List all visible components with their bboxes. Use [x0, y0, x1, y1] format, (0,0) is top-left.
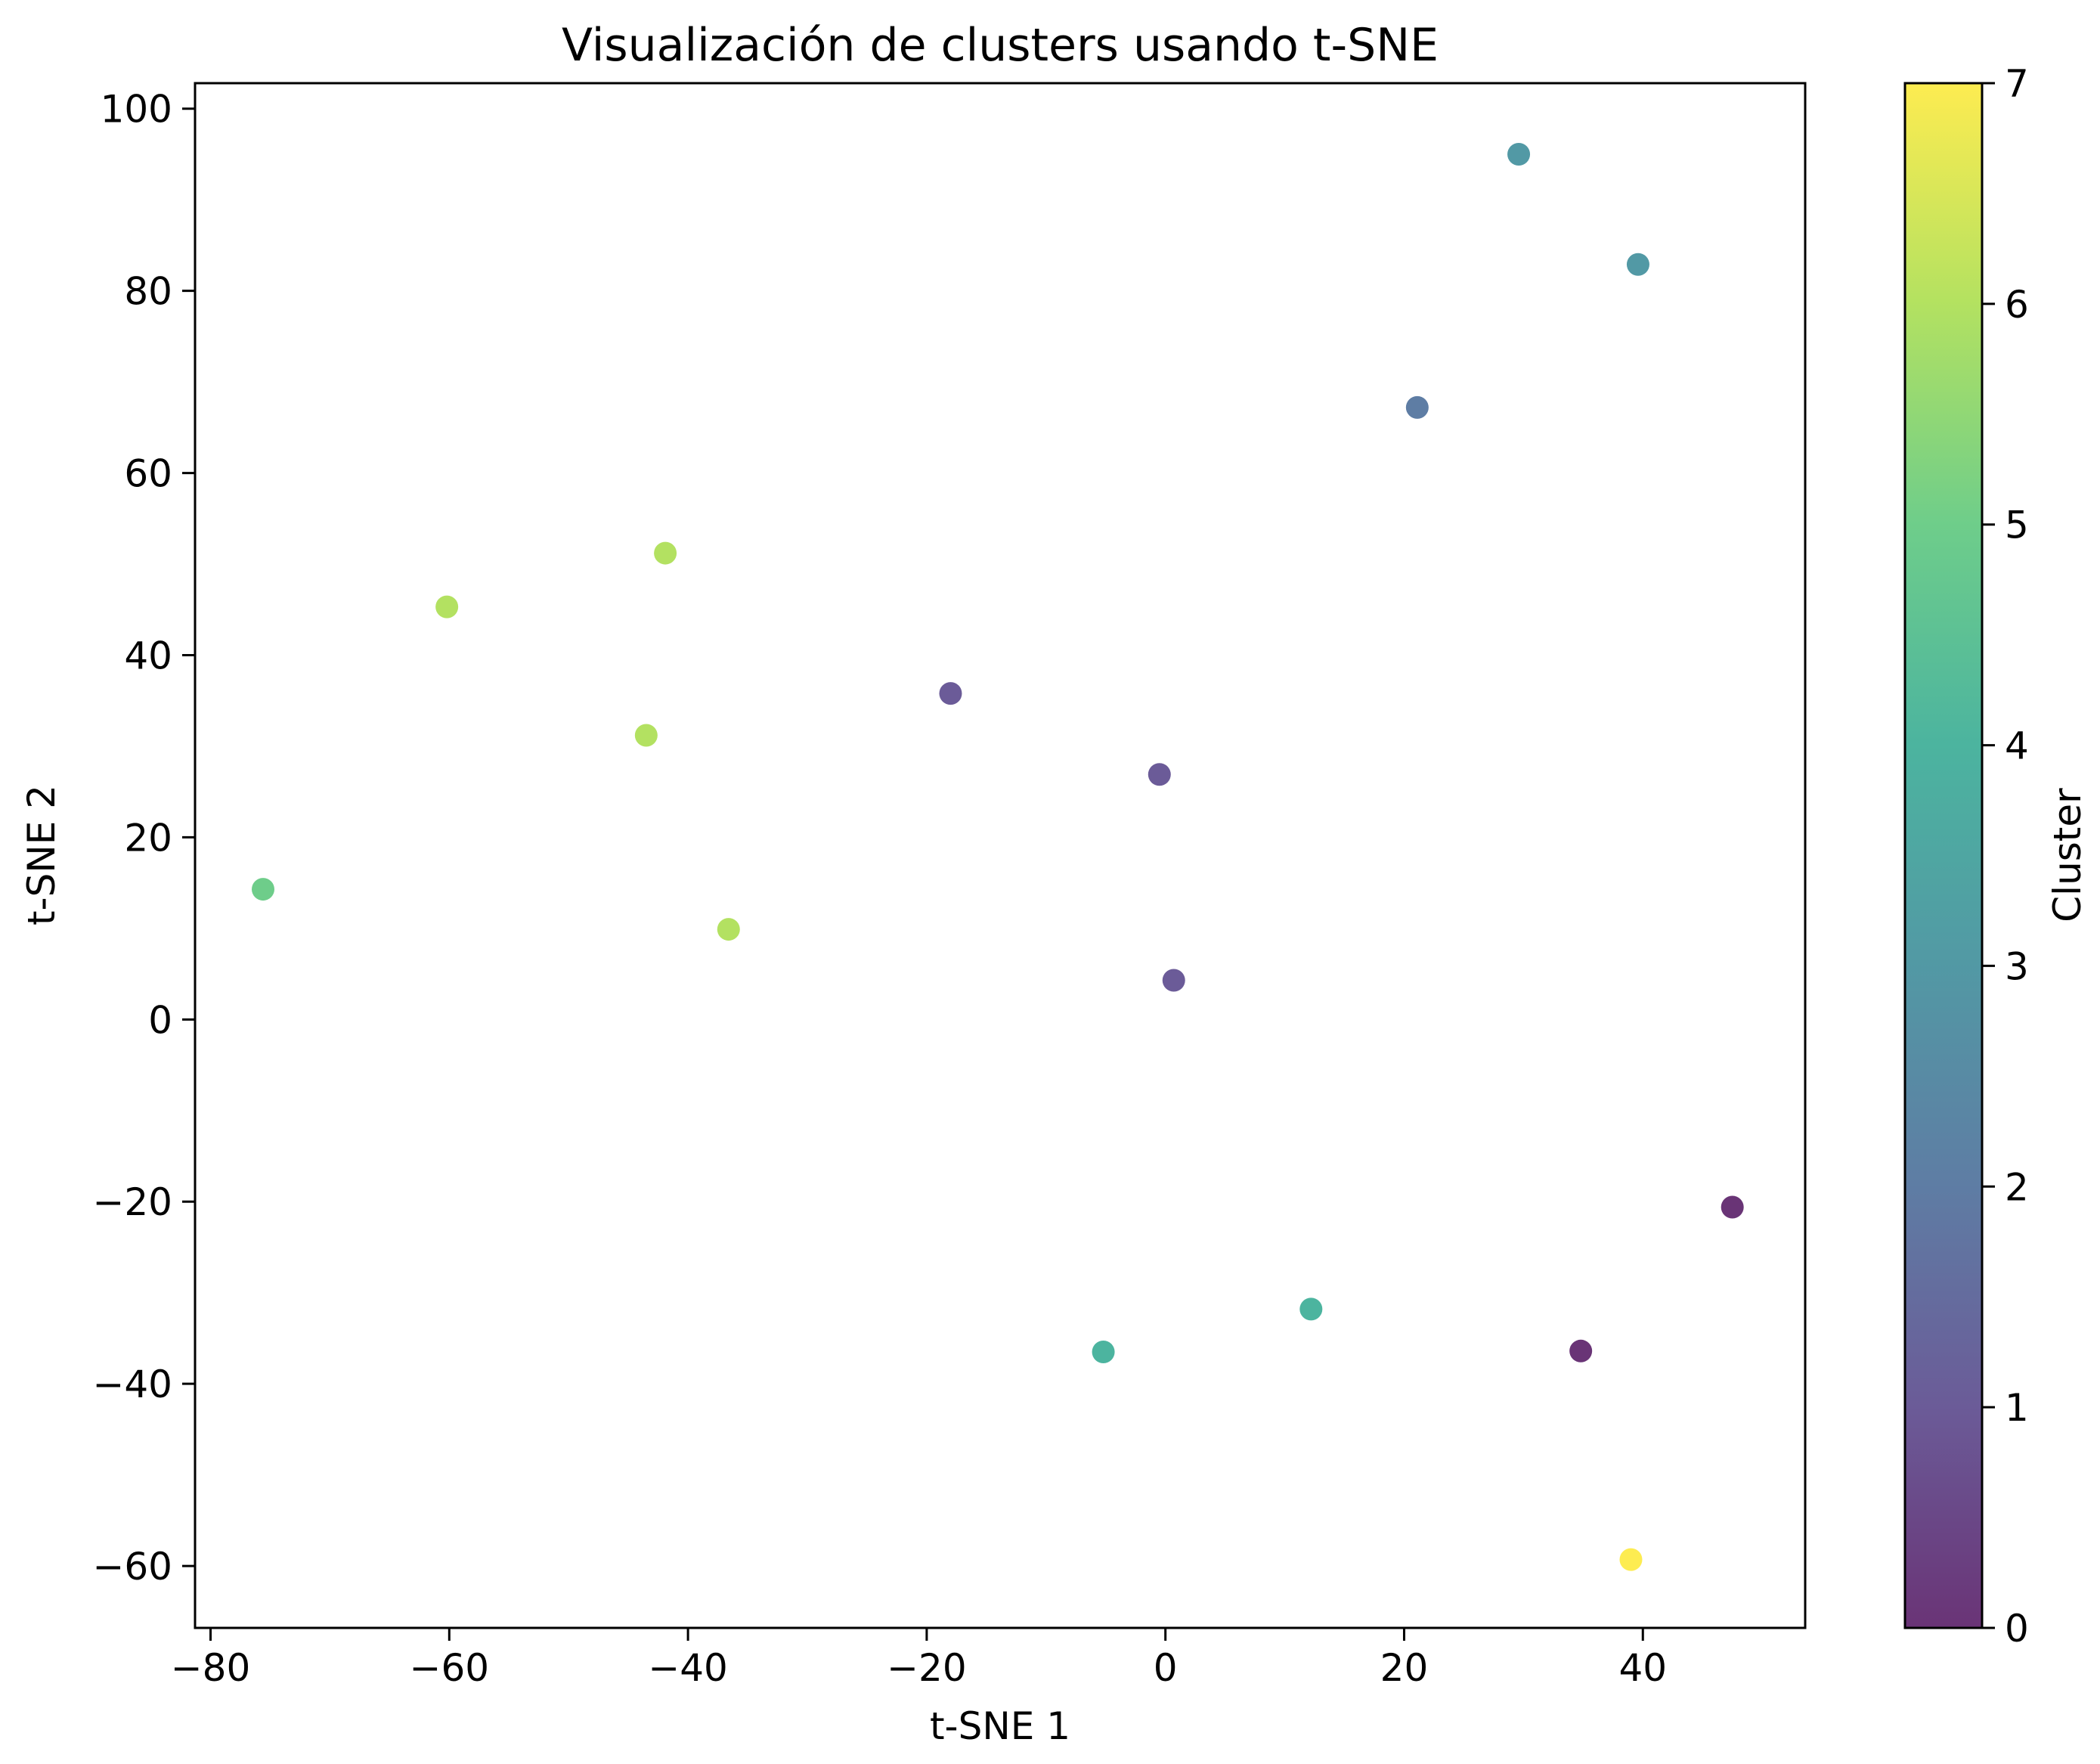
- scatter-point: [1148, 763, 1171, 786]
- scatter-point: [1721, 1195, 1744, 1219]
- scatter-point: [1569, 1339, 1593, 1363]
- y-tick-label: 20: [124, 816, 172, 860]
- scatter-point: [1299, 1297, 1323, 1321]
- colorbar-tick-label: 1: [2005, 1386, 2029, 1430]
- scatter-point: [1405, 395, 1429, 419]
- scatter-point: [634, 724, 658, 747]
- x-tick-label: −20: [887, 1646, 967, 1690]
- scatter-point: [1626, 253, 1649, 276]
- colorbar-ticks: 0 1 2 3 4 5 6 7: [1982, 62, 2029, 1651]
- scatter-point: [1092, 1341, 1115, 1364]
- y-tick-label: −40: [92, 1363, 172, 1406]
- scatter-point: [252, 878, 274, 901]
- colorbar-frame: [1903, 82, 1984, 1629]
- scatter-point: [1619, 1548, 1643, 1571]
- y-axis-ticks: −60 −40 −20 0 20 40 60 80 100: [92, 88, 195, 1589]
- x-tick-label: 40: [1618, 1646, 1667, 1690]
- y-tick-label: 60: [124, 452, 172, 496]
- colorbar-tick-label: 6: [2005, 283, 2029, 327]
- scatter-point: [939, 682, 962, 705]
- colorbar: [1905, 83, 1982, 1628]
- colorbar-tick-label: 0: [2005, 1607, 2029, 1651]
- x-axis-ticks: −80 −60 −40 −20 0 20 40: [171, 1628, 1667, 1690]
- y-axis-label: t-SNE 2: [20, 785, 63, 925]
- y-tick-label: 0: [148, 998, 172, 1042]
- x-tick-label: −80: [171, 1646, 251, 1690]
- scatter-point: [1162, 969, 1185, 992]
- y-tick-label: 100: [101, 88, 172, 132]
- scatter-point: [1507, 142, 1531, 166]
- scatter-point: [435, 595, 459, 618]
- x-tick-label: −60: [410, 1646, 490, 1690]
- colorbar-tick-label: 3: [2005, 944, 2029, 988]
- y-tick-label: 80: [124, 270, 172, 314]
- y-tick-label: −20: [92, 1180, 172, 1224]
- x-axis-label: t-SNE 1: [930, 1704, 1070, 1748]
- x-tick-label: 0: [1154, 1646, 1178, 1690]
- chart-title: Visualización de clusters usando t-SNE: [562, 19, 1439, 72]
- colorbar-label: Cluster: [2046, 788, 2089, 922]
- scatter-point: [654, 541, 677, 565]
- x-tick-label: 20: [1380, 1646, 1429, 1690]
- colorbar-tick-label: 2: [2005, 1165, 2029, 1209]
- colorbar-tick-label: 7: [2005, 62, 2029, 106]
- colorbar-tick-label: 5: [2005, 504, 2029, 547]
- colorbar-tick-label: 4: [2005, 724, 2029, 768]
- y-tick-label: 40: [124, 634, 172, 677]
- x-tick-label: −40: [648, 1646, 728, 1690]
- plot-area-frame: [194, 82, 1807, 1629]
- scatter-points: [252, 142, 1744, 1571]
- scatter-point: [717, 918, 740, 941]
- y-tick-label: −60: [92, 1545, 172, 1589]
